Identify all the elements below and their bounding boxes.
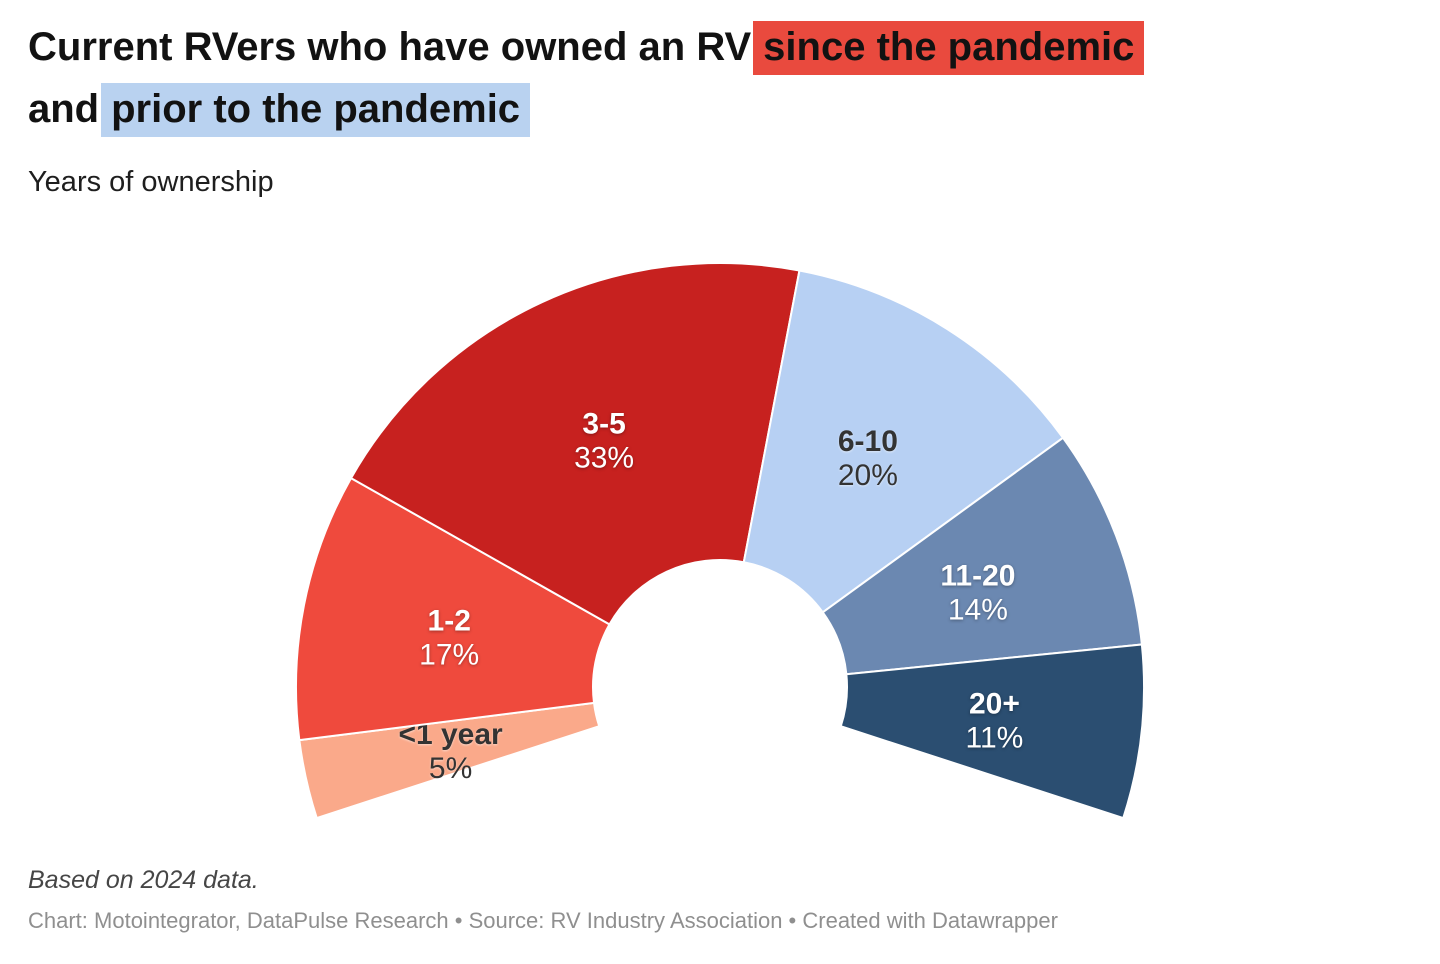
title-highlight-since-pandemic: since the pandemic — [753, 21, 1145, 75]
slice-label-value: 14% — [948, 594, 1008, 627]
title-highlight-prior-pandemic: prior to the pandemic — [101, 83, 531, 137]
slice-label-value: 5% — [429, 752, 472, 785]
chart-subtitle: Years of ownership — [28, 166, 274, 198]
title-line1-text: Current RVers who have owned an RV — [28, 25, 752, 69]
slice-label-value: 33% — [574, 442, 634, 475]
slice-label-category: 1-2 — [428, 605, 471, 638]
title-line-1: Current RVers who have owned an RV since … — [28, 16, 1408, 78]
slice-label-category: 20+ — [969, 687, 1020, 720]
title-line2-text: and — [28, 87, 100, 131]
page-title: Current RVers who have owned an RV since … — [28, 16, 1408, 140]
slice-label-category: 11-20 — [940, 560, 1015, 593]
chart-byline: Chart: Motointegrator, DataPulse Researc… — [28, 908, 1058, 933]
slice-label-category: 6-10 — [838, 425, 898, 458]
pie-slice-11-20[interactable] — [821, 436, 1143, 676]
slice-label-value: 11% — [965, 721, 1023, 754]
pie-slice-20[interactable] — [839, 643, 1145, 820]
slice-label-value: 20% — [838, 459, 898, 492]
title-line-2: and prior to the pandemic — [28, 78, 1408, 140]
chart-notes: Based on 2024 data. — [28, 866, 259, 894]
pie-slice-1-2[interactable] — [295, 476, 611, 742]
slice-label-category: 3-5 — [582, 408, 625, 441]
slice-label-value: 17% — [419, 639, 479, 672]
pie-slice-6-10[interactable] — [742, 269, 1065, 614]
pie-slice-3-5[interactable] — [349, 262, 801, 626]
